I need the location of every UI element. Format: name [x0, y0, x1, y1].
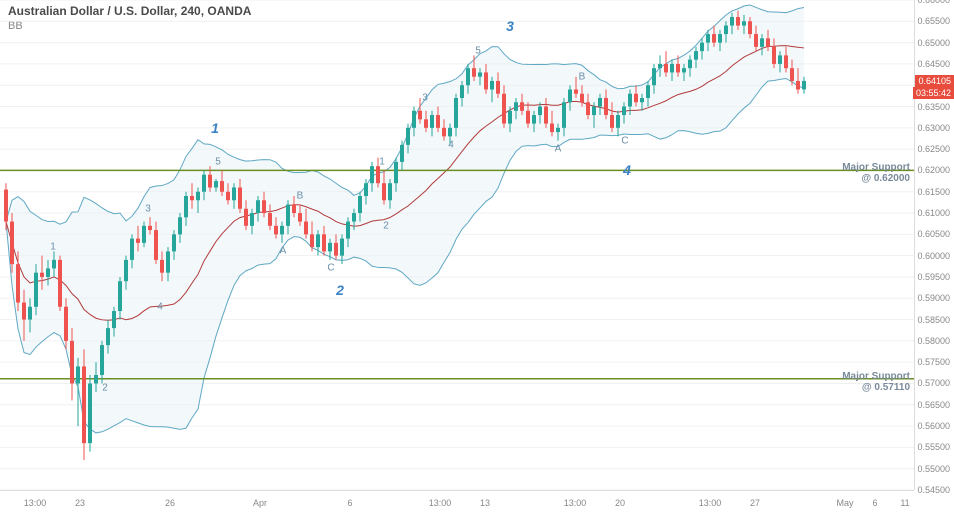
- y-tick: 0.57000: [917, 378, 950, 388]
- y-tick: 0.56000: [917, 421, 950, 431]
- y-tick: 0.54500: [917, 485, 950, 495]
- wave-label-minor: 5: [475, 46, 481, 57]
- chart-svg: [0, 0, 914, 490]
- wave-label: 1: [211, 120, 219, 136]
- wave-label-minor: B: [297, 191, 304, 202]
- x-tick: 13: [480, 498, 490, 508]
- wave-label: 4: [623, 162, 631, 178]
- y-tick: 0.64500: [917, 59, 950, 69]
- x-tick: 6: [347, 498, 352, 508]
- y-tick: 0.61500: [917, 187, 950, 197]
- x-tick: 13:00: [24, 498, 47, 508]
- wave-label-minor: B: [579, 71, 586, 82]
- support-label: Major Support@ 0.62000: [842, 162, 910, 184]
- y-tick: 0.65000: [917, 38, 950, 48]
- wave-label: 3: [506, 18, 514, 34]
- x-tick: 13:00: [429, 498, 452, 508]
- wave-label-minor: 1: [50, 242, 56, 253]
- x-tick: 26: [165, 498, 175, 508]
- x-tick: 6: [872, 498, 877, 508]
- x-tick: Apr: [253, 498, 267, 508]
- wave-label-minor: C: [621, 135, 628, 146]
- y-tick: 0.62500: [917, 144, 950, 154]
- wave-label-minor: 4: [157, 301, 163, 312]
- x-tick: 27: [750, 498, 760, 508]
- y-tick: 0.58000: [917, 336, 950, 346]
- plot-area[interactable]: [0, 0, 914, 490]
- y-tick: 0.59000: [917, 293, 950, 303]
- wave-label-minor: C: [327, 263, 334, 274]
- y-tick: 0.66000: [917, 0, 950, 5]
- x-axis: 13:00 23 26 Apr 6 13:00 13 13:00 20 13:00 27 May 6 11: [0, 490, 914, 512]
- x-tick: 13:00: [564, 498, 587, 508]
- y-tick: 0.55500: [917, 442, 950, 452]
- x-tick: 11: [900, 498, 909, 508]
- y-tick: 0.60000: [917, 251, 950, 261]
- chart-container[interactable]: Australian Dollar / U.S. Dollar, 240, OA…: [0, 0, 914, 490]
- y-tick: 0.62000: [917, 165, 950, 175]
- y-tick: 0.58500: [917, 315, 950, 325]
- x-tick: 13:00: [699, 498, 722, 508]
- wave-label-minor: A: [555, 144, 562, 155]
- y-tick: 0.65500: [917, 16, 950, 26]
- wave-label: 2: [336, 282, 344, 298]
- y-tick: 0.56500: [917, 400, 950, 410]
- y-tick: 0.63500: [917, 102, 950, 112]
- wave-label-minor: 2: [383, 220, 389, 231]
- wave-label-minor: 5: [215, 156, 221, 167]
- wave-label-minor: 1: [379, 156, 385, 167]
- y-tick: 0.61000: [917, 208, 950, 218]
- countdown-badge: 03:55:42: [913, 87, 954, 99]
- wave-label-minor: 3: [422, 93, 428, 104]
- wave-label-minor: 4: [448, 139, 454, 150]
- y-tick: 0.59500: [917, 272, 950, 282]
- y-axis: 0.660000.655000.650000.645000.640000.635…: [914, 0, 954, 490]
- wave-label-minor: 3: [145, 203, 151, 214]
- support-label: Major Support@ 0.57110: [842, 371, 910, 393]
- y-tick: 0.63000: [917, 123, 950, 133]
- y-tick: 0.55000: [917, 464, 950, 474]
- y-tick: 0.57500: [917, 357, 950, 367]
- x-tick: 23: [75, 498, 85, 508]
- y-tick: 0.60500: [917, 229, 950, 239]
- wave-label-minor: A: [280, 246, 287, 257]
- x-tick: May: [836, 498, 853, 508]
- current-price-badge: 0.64105: [915, 75, 954, 87]
- x-tick: 20: [615, 498, 625, 508]
- wave-label-minor: 2: [102, 382, 108, 393]
